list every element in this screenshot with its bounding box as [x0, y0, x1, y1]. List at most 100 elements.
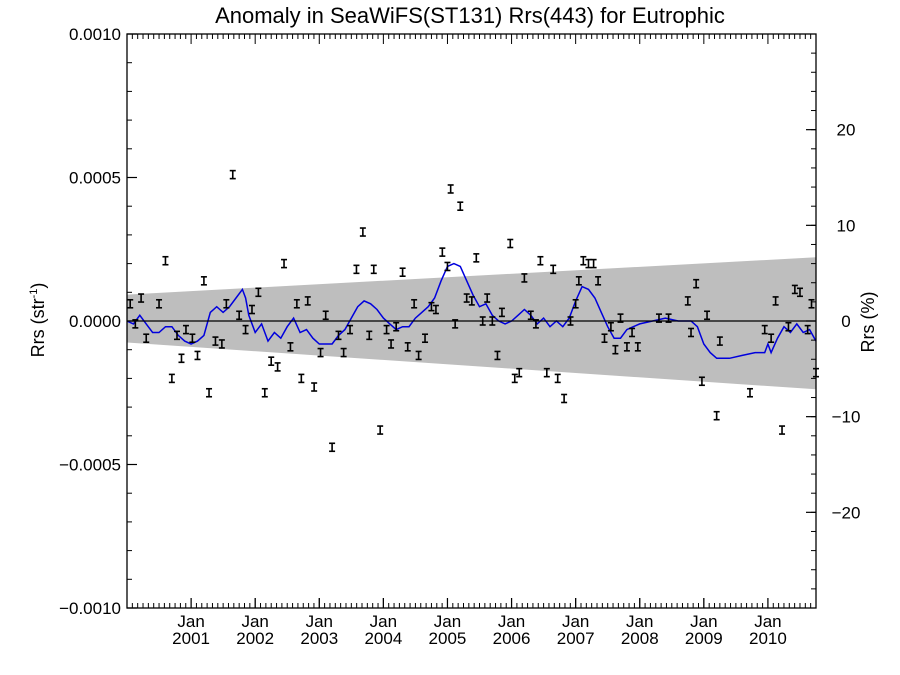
x-tick-label-month: Jan — [434, 612, 461, 631]
data-point — [532, 319, 539, 329]
data-point — [255, 287, 262, 298]
data-point — [168, 373, 175, 384]
data-point — [218, 339, 225, 349]
data-point — [162, 255, 169, 266]
data-point — [746, 387, 753, 398]
data-point — [347, 324, 354, 335]
data-point — [791, 284, 798, 295]
y-tick-label-left: 0.0005 — [69, 169, 121, 188]
data-point — [311, 382, 318, 392]
x-tick-label-month: Jan — [241, 612, 268, 631]
data-point — [383, 324, 390, 335]
data-point — [521, 273, 528, 283]
data-point — [127, 298, 134, 309]
x-tick-label-month: Jan — [754, 612, 781, 631]
data-point — [194, 350, 201, 361]
data-point — [590, 258, 597, 269]
data-point — [274, 362, 281, 372]
data-point — [182, 324, 189, 335]
x-tick-label-year: 2007 — [557, 629, 595, 648]
data-point — [317, 347, 324, 358]
data-point — [489, 316, 496, 326]
data-point — [716, 336, 723, 346]
data-point — [388, 339, 395, 349]
data-point — [439, 247, 446, 257]
data-point — [665, 313, 672, 323]
x-tick-label-month: Jan — [177, 612, 204, 631]
x-tick-label-year: 2002 — [236, 629, 274, 648]
data-point — [335, 330, 342, 341]
data-point — [281, 258, 288, 269]
data-point — [516, 367, 523, 378]
y-axis-label-right: Rrs (%) — [858, 292, 878, 353]
y-tick-label-right: −20 — [832, 503, 861, 522]
data-point — [567, 316, 574, 326]
data-point — [704, 310, 711, 321]
data-point — [796, 287, 803, 298]
x-tick-label-year: 2005 — [429, 629, 467, 648]
data-point — [623, 342, 630, 352]
data-point — [293, 298, 300, 309]
data-point — [601, 333, 608, 344]
data-point — [629, 327, 636, 338]
data-point — [768, 333, 775, 344]
data-point — [575, 276, 582, 286]
x-tick-label-year: 2003 — [300, 629, 338, 648]
data-point — [585, 258, 592, 269]
data-point — [268, 356, 275, 366]
data-point — [634, 342, 641, 352]
data-point — [411, 298, 418, 309]
x-tick-label-month: Jan — [498, 612, 525, 631]
data-point — [229, 169, 236, 180]
data-point — [543, 367, 550, 378]
data-point — [340, 347, 347, 358]
data-point — [511, 373, 518, 384]
data-points-layer — [127, 169, 819, 453]
data-point — [287, 342, 294, 352]
data-point — [178, 353, 185, 364]
y-tick-label-left: 0.0010 — [69, 25, 121, 44]
data-point — [393, 321, 400, 332]
data-point — [452, 319, 459, 329]
data-point — [498, 307, 505, 318]
data-point — [212, 336, 219, 346]
data-point — [473, 253, 480, 263]
data-point — [322, 310, 329, 321]
data-point — [580, 255, 587, 266]
data-point — [404, 342, 411, 352]
data-point — [468, 296, 475, 306]
data-point — [772, 296, 779, 306]
uncertainty-band-layer — [127, 257, 816, 390]
data-point — [463, 293, 470, 303]
data-point — [447, 184, 454, 194]
x-tick-label-year: 2008 — [621, 629, 659, 648]
data-point — [595, 276, 602, 286]
y-tick-label-left: 0.0000 — [69, 312, 121, 331]
data-point — [138, 293, 145, 303]
x-tick-label-month: Jan — [626, 612, 653, 631]
data-point — [248, 304, 255, 315]
data-point — [457, 201, 464, 211]
data-point — [713, 410, 720, 421]
data-point — [444, 261, 451, 272]
y-tick-label-left: −0.0005 — [59, 456, 121, 475]
x-tick-label-year: 2010 — [749, 629, 787, 648]
y-tick-label-right: 0 — [841, 312, 850, 331]
data-point — [698, 376, 705, 387]
data-point — [329, 442, 336, 453]
x-tick-label-year: 2001 — [172, 629, 210, 648]
y-tick-label-right: −10 — [832, 408, 861, 427]
y-axis-label-left-close: ) — [28, 283, 48, 289]
data-point — [779, 425, 786, 435]
data-point — [156, 298, 163, 309]
data-point — [143, 333, 150, 344]
data-point — [688, 327, 695, 338]
data-point — [236, 310, 243, 321]
data-point — [527, 310, 534, 321]
data-point — [377, 425, 384, 435]
x-tick-label-year: 2009 — [685, 629, 723, 648]
data-point — [200, 276, 207, 286]
data-point — [572, 298, 579, 309]
data-point — [206, 387, 213, 398]
data-point — [684, 296, 691, 306]
